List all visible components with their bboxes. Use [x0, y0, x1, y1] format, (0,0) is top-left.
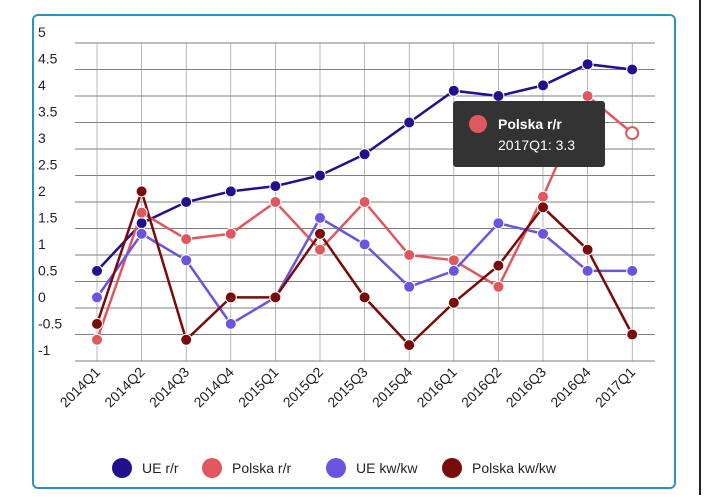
- point: [537, 201, 549, 214]
- point: [492, 259, 505, 272]
- point: [403, 116, 416, 129]
- point: [358, 148, 371, 161]
- tooltip: Polska r/r 2017Q1: 3.3: [453, 101, 605, 167]
- tooltip-title: Polska r/r: [498, 116, 562, 132]
- point: [537, 227, 549, 240]
- point: [91, 333, 103, 346]
- point: [358, 238, 371, 251]
- y-tick-label: 4.5: [38, 51, 58, 67]
- point: [626, 328, 639, 341]
- y-tick-label: 2.5: [38, 157, 58, 173]
- point: [403, 249, 416, 261]
- point: [224, 227, 237, 240]
- point: [447, 254, 460, 267]
- point: [314, 243, 326, 256]
- legend-swatch: [326, 458, 346, 478]
- legend-label: UE kw/kw: [356, 460, 418, 476]
- point: [314, 169, 326, 182]
- point: [269, 196, 282, 208]
- point: [224, 317, 237, 330]
- point: [403, 280, 416, 293]
- point: [180, 254, 193, 267]
- tooltip-label: 2017Q1: 3.3: [498, 137, 575, 153]
- point: [91, 317, 103, 330]
- legend-label: Polska r/r: [232, 460, 291, 476]
- point: [135, 217, 148, 230]
- point: [403, 339, 416, 352]
- point: [358, 291, 371, 304]
- y-tick-label: 3.5: [38, 104, 58, 120]
- point: [314, 211, 326, 224]
- y-tick-label: 1: [38, 236, 46, 252]
- point: [224, 291, 237, 304]
- point: [537, 79, 549, 92]
- point: [135, 227, 148, 240]
- point: [180, 196, 193, 208]
- y-tick-label: -0.5: [38, 316, 62, 332]
- point: [626, 63, 639, 76]
- y-tick-label: 3: [38, 130, 46, 146]
- point: [537, 190, 549, 203]
- point: [180, 233, 193, 246]
- y-tick-label: 0.5: [38, 263, 58, 279]
- point: [447, 84, 460, 97]
- point: [581, 58, 594, 71]
- point: [492, 280, 505, 293]
- y-tick-label: 5: [38, 24, 46, 40]
- point: [91, 264, 103, 277]
- point: [135, 185, 148, 198]
- point: [625, 126, 640, 141]
- point: [269, 180, 282, 193]
- point: [492, 90, 505, 102]
- point: [581, 90, 594, 102]
- legend-swatch: [442, 458, 462, 478]
- point: [180, 333, 193, 346]
- point: [224, 185, 237, 198]
- point: [492, 217, 505, 230]
- legend-label: UE r/r: [142, 460, 179, 476]
- legend-swatch: [112, 458, 132, 478]
- y-tick-label: 2: [38, 183, 46, 199]
- y-tick-label: 1.5: [38, 210, 58, 226]
- legend-swatch: [202, 458, 222, 478]
- point: [358, 196, 371, 208]
- y-tick-label: 4: [38, 77, 46, 93]
- point: [626, 264, 639, 277]
- point: [447, 296, 460, 309]
- point: [447, 264, 460, 277]
- y-tick-label: 0: [38, 289, 46, 305]
- point: [581, 264, 594, 277]
- tooltip-box: [453, 101, 605, 167]
- point: [581, 243, 594, 256]
- point: [314, 227, 326, 240]
- y-tick-label: -1: [38, 342, 51, 358]
- legend-label: Polska kw/kw: [472, 460, 557, 476]
- point: [135, 206, 148, 219]
- point: [91, 291, 103, 304]
- point: [269, 291, 282, 304]
- tooltip-swatch: [469, 115, 487, 133]
